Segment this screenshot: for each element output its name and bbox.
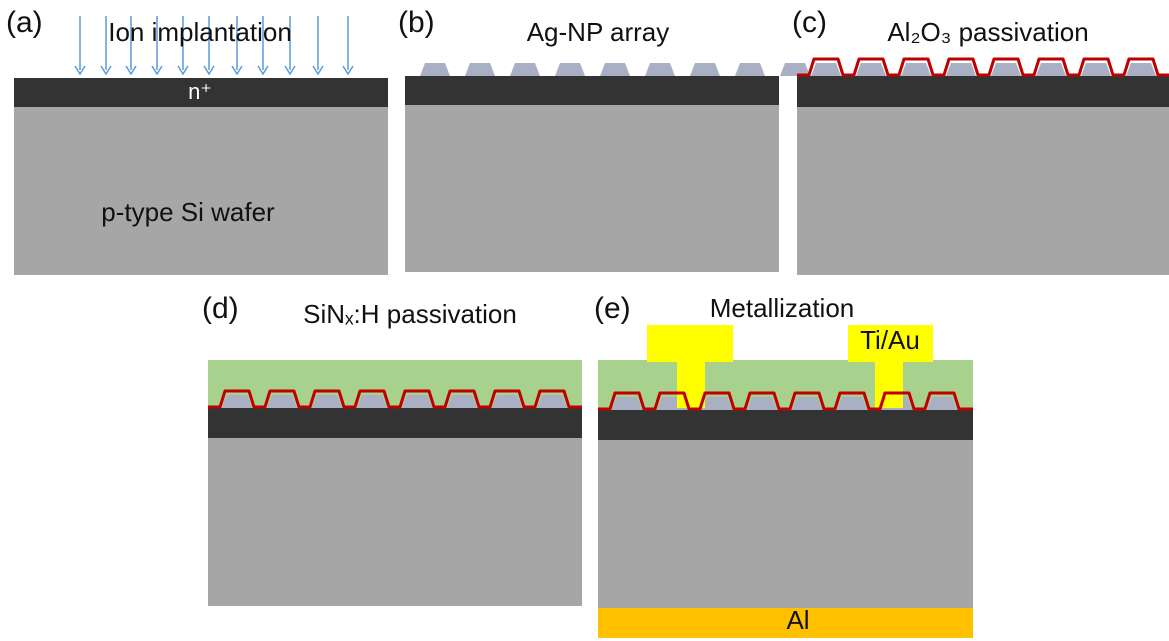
nanoparticle bbox=[492, 395, 522, 408]
arrow-head bbox=[203, 65, 215, 76]
al-contact bbox=[598, 608, 973, 638]
nanoparticle bbox=[690, 63, 720, 76]
nanoparticle bbox=[357, 395, 387, 408]
arrow-head bbox=[74, 65, 86, 76]
panel-title: Al₂O₃ passivation bbox=[887, 17, 1088, 47]
n-layer bbox=[208, 408, 582, 438]
nanoparticle bbox=[465, 63, 495, 76]
panel-title: SiNₓ:H passivation bbox=[303, 299, 517, 329]
panel-title: Ion implantation bbox=[108, 17, 292, 47]
n-layer bbox=[598, 410, 973, 440]
ti-au-contact bbox=[848, 325, 933, 362]
nanoparticle bbox=[811, 63, 841, 76]
nanoparticle bbox=[402, 395, 432, 408]
nanoparticle bbox=[747, 397, 777, 410]
al2o3-layer bbox=[598, 391, 973, 411]
contact-label: Ti/Au bbox=[860, 325, 920, 355]
nanoparticle bbox=[1081, 63, 1111, 76]
arrow-head bbox=[312, 65, 324, 76]
panel-title: Ag-NP array bbox=[527, 17, 670, 47]
shapes bbox=[14, 16, 1169, 638]
nanoparticle bbox=[1036, 63, 1066, 76]
nanoparticle bbox=[901, 63, 931, 76]
nanoparticle bbox=[555, 63, 585, 76]
n-layer bbox=[405, 76, 779, 105]
substrate bbox=[14, 107, 388, 275]
panel-label: (b) bbox=[398, 6, 435, 39]
nanoparticle bbox=[510, 63, 540, 76]
nanoparticle bbox=[780, 63, 810, 76]
nanoparticle bbox=[927, 397, 957, 410]
n-layer bbox=[14, 78, 388, 107]
substrate bbox=[208, 438, 582, 606]
arrow-head bbox=[177, 65, 189, 76]
nanoparticle bbox=[856, 63, 886, 76]
sinx-layer bbox=[208, 360, 582, 408]
al2o3-layer bbox=[208, 389, 582, 409]
nanoparticle bbox=[447, 395, 477, 408]
al2o3-layer bbox=[797, 57, 1169, 77]
panel-label: (d) bbox=[202, 292, 239, 325]
arrow-head bbox=[125, 65, 137, 76]
n-layer bbox=[797, 76, 1169, 107]
substrate-label: p-type Si wafer bbox=[101, 197, 275, 227]
nanoparticle bbox=[837, 397, 867, 410]
sinx-layer bbox=[598, 360, 973, 410]
arrow-head bbox=[231, 65, 243, 76]
nanoparticle bbox=[991, 63, 1021, 76]
nanoparticle bbox=[420, 63, 450, 76]
nanoparticle bbox=[267, 395, 297, 408]
arrow-head bbox=[100, 65, 112, 76]
substrate bbox=[797, 107, 1169, 275]
nanoparticle bbox=[946, 63, 976, 76]
ti-au-contact bbox=[677, 360, 705, 408]
panel-label: (a) bbox=[6, 6, 43, 39]
substrate bbox=[405, 105, 779, 272]
panel-title: Metallization bbox=[710, 293, 855, 323]
nanoparticle bbox=[312, 395, 342, 408]
nanoparticle bbox=[792, 397, 822, 410]
nanoparticle bbox=[537, 395, 567, 408]
nanoparticle bbox=[612, 397, 642, 410]
back-label: Al bbox=[786, 605, 809, 635]
nanoparticle bbox=[702, 397, 732, 410]
nanoparticle bbox=[600, 63, 630, 76]
panel-label: (e) bbox=[594, 292, 631, 325]
nanoparticle bbox=[222, 395, 252, 408]
nanoparticle bbox=[1126, 63, 1156, 76]
arrow-head bbox=[284, 65, 296, 76]
ti-au-contact bbox=[875, 360, 903, 408]
panel-label: (c) bbox=[792, 6, 827, 39]
nanoparticle bbox=[645, 63, 675, 76]
layer-label: n⁺ bbox=[188, 79, 212, 104]
arrow-head bbox=[257, 65, 269, 76]
substrate bbox=[598, 440, 973, 608]
nanoparticle bbox=[735, 63, 765, 76]
ti-au-contact bbox=[647, 325, 733, 362]
arrow-head bbox=[151, 65, 163, 76]
arrow-head bbox=[342, 65, 354, 76]
